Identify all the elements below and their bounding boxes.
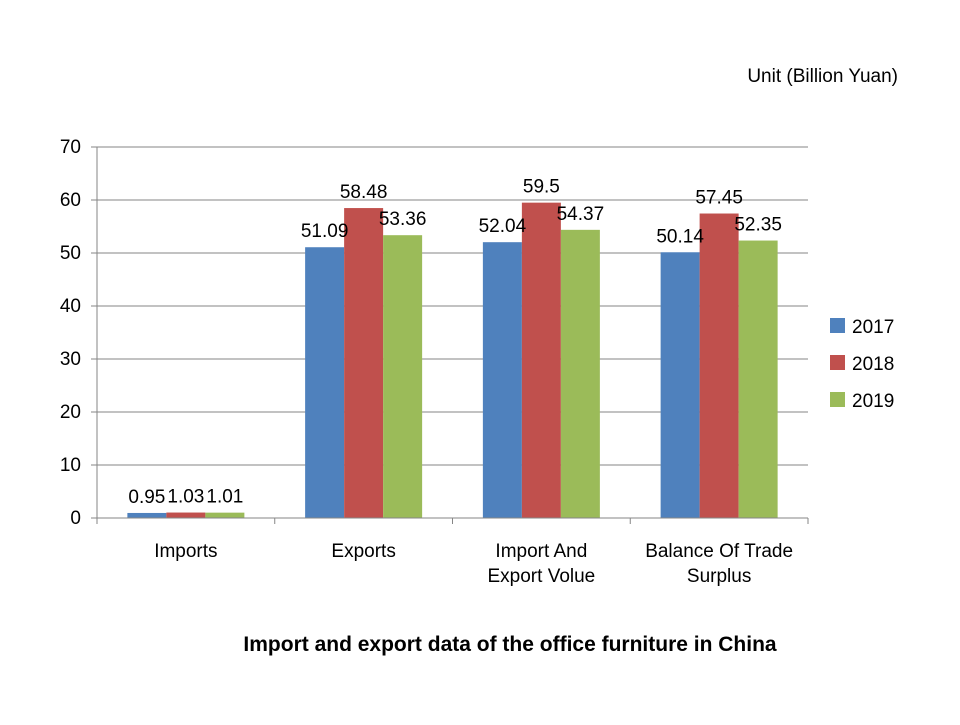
data-label: 53.36	[379, 209, 427, 230]
y-tick-label: 10	[60, 455, 81, 476]
bar-2018	[699, 213, 739, 518]
data-label: 57.45	[695, 188, 743, 209]
y-tick-label: 20	[60, 402, 81, 423]
y-tick-label: 50	[60, 243, 81, 264]
legend: 2017 2018 2019	[830, 317, 894, 412]
legend-swatch-2019	[830, 392, 845, 407]
bar-2019	[738, 240, 778, 519]
x-tick-label: Surplus	[687, 566, 751, 587]
data-label: 50.14	[656, 226, 704, 247]
data-label: 52.04	[479, 216, 527, 237]
data-label: 58.48	[340, 182, 388, 203]
x-tick-label: Import And	[495, 541, 587, 562]
y-tick-label: 70	[60, 137, 81, 158]
bar-2019	[383, 235, 423, 518]
x-tick-label: Exports	[331, 541, 395, 562]
bar-2017	[660, 252, 700, 518]
y-tick-label: 40	[60, 296, 81, 317]
data-label: 52.35	[734, 215, 782, 236]
unit-label: Unit (Billion Yuan)	[747, 66, 898, 87]
bar-2018	[344, 208, 384, 518]
chart-title: Import and export data of the office fur…	[243, 633, 777, 656]
data-label: 59.5	[523, 177, 560, 198]
y-tick-label: 0	[70, 508, 81, 529]
x-tick-label: Export Volue	[488, 566, 596, 587]
bars	[127, 202, 778, 519]
legend-label: 2019	[852, 391, 894, 412]
y-tick-label: 30	[60, 349, 81, 370]
x-tick-label: Balance Of Trade	[645, 541, 793, 562]
data-labels: 0.95 51.09 52.04 50.14 1.03 58.48 59.5 57.45 1.0…	[128, 177, 782, 508]
data-label: 1.01	[206, 487, 243, 508]
y-tick-label: 60	[60, 190, 81, 211]
x-tick-label: Imports	[154, 541, 217, 562]
data-label: 51.09	[301, 221, 349, 242]
axes	[96, 147, 809, 524]
legend-label: 2018	[852, 354, 894, 375]
x-axis-tick-labels: Imports Exports Import And Export Volue Bala…	[154, 541, 793, 587]
bar-2017	[482, 242, 522, 519]
bar-2017	[127, 512, 167, 518]
data-label: 1.03	[167, 487, 204, 508]
y-axis-tick-labels: 0 10 20 30 40 50 60 70	[60, 137, 81, 529]
bar-2018	[521, 202, 561, 518]
bar-2019	[205, 512, 245, 518]
data-label: 0.95	[128, 487, 165, 508]
legend-swatch-2017	[830, 318, 845, 333]
legend-label: 2017	[852, 317, 894, 338]
bar-2017	[305, 247, 345, 518]
bar-2018	[166, 512, 206, 518]
legend-swatch-2018	[830, 355, 845, 370]
data-label: 54.37	[557, 204, 605, 225]
bar-2019	[560, 229, 600, 519]
